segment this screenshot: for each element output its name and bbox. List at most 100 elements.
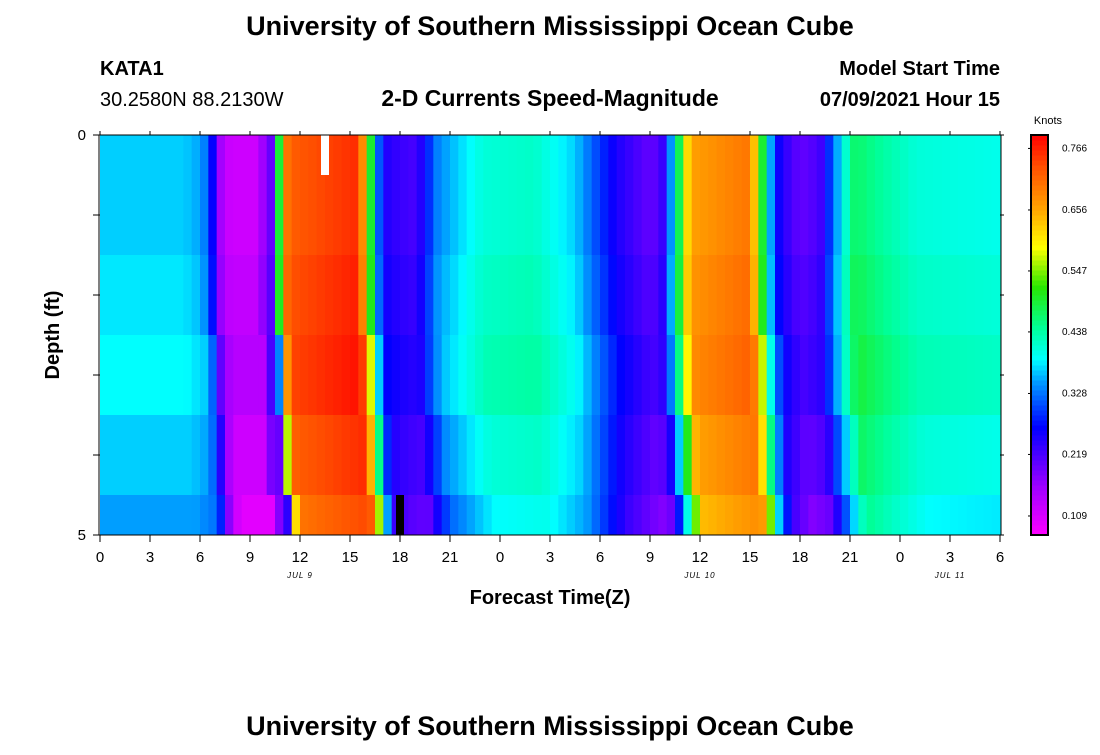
heatmap-cell xyxy=(291,255,301,336)
heatmap-cell xyxy=(858,175,868,256)
colorbar-segment xyxy=(1031,495,1048,501)
heatmap-cell xyxy=(358,135,368,176)
heatmap-cell xyxy=(533,335,543,416)
heatmap-cell xyxy=(700,135,709,176)
heatmap-cell xyxy=(508,175,518,256)
heatmap-cell xyxy=(116,495,126,536)
heatmap-cell xyxy=(200,135,209,176)
heatmap-cell xyxy=(958,175,968,256)
colorbar-segment xyxy=(1031,225,1048,231)
heatmap-cell xyxy=(600,415,609,496)
heatmap-cell xyxy=(391,255,401,336)
heatmap-cell xyxy=(791,415,801,496)
heatmap-cell xyxy=(741,335,751,416)
heatmap-cell xyxy=(733,495,743,536)
heatmap-cell xyxy=(891,495,901,536)
heatmap-cell xyxy=(358,175,368,256)
colorbar-segment xyxy=(1031,260,1048,266)
chart-title: 2-D Currents Speed-Magnitude xyxy=(381,85,718,111)
colorbar-segment xyxy=(1031,275,1048,281)
colorbar-segment xyxy=(1031,230,1048,236)
heatmap-cell xyxy=(808,335,818,416)
heatmap-cell xyxy=(450,135,459,176)
heatmap-cell xyxy=(300,415,309,496)
heatmap-cell xyxy=(475,175,484,256)
heatmap-cell xyxy=(166,335,176,416)
heatmap-cell xyxy=(500,335,509,416)
colorbar-segment xyxy=(1031,270,1048,276)
heatmap-cell xyxy=(308,335,318,416)
heatmap-cell xyxy=(825,495,834,536)
heatmap-cell xyxy=(950,495,959,536)
colorbar-tick-label: 0.547 xyxy=(1062,266,1087,277)
heatmap-cell xyxy=(991,495,1001,536)
heatmap-cell xyxy=(625,495,634,536)
heatmap-cell xyxy=(316,175,326,256)
colorbar-tick-label: 0.328 xyxy=(1062,388,1087,399)
heatmap-cell xyxy=(950,175,959,256)
heatmap-cell xyxy=(966,495,976,536)
x-tick-label: 0 xyxy=(96,549,104,566)
heatmap-cell xyxy=(483,135,493,176)
heatmap-cell xyxy=(341,415,351,496)
heatmap-cell xyxy=(891,255,901,336)
heatmap-cell xyxy=(925,335,934,416)
x-tick-label: 3 xyxy=(546,549,554,566)
heatmap-cell xyxy=(516,135,526,176)
heatmap-cell xyxy=(233,135,243,176)
heatmap-cell xyxy=(350,135,359,176)
heatmap-cell xyxy=(866,415,876,496)
heatmap-cell xyxy=(908,135,918,176)
heatmap-cell xyxy=(466,335,476,416)
heatmap-cell xyxy=(358,255,368,336)
colorbar-segment xyxy=(1031,320,1048,326)
heatmap-cell xyxy=(850,415,859,496)
heatmap-cell xyxy=(758,415,768,496)
heatmap-cell xyxy=(441,335,451,416)
heatmap-cell xyxy=(658,335,668,416)
heatmap-cell xyxy=(391,335,401,416)
colorbar-segment xyxy=(1031,390,1048,396)
heatmap-cell xyxy=(991,255,1001,336)
heatmap-cell xyxy=(633,175,643,256)
heatmap-cell xyxy=(916,135,926,176)
heatmap-cell xyxy=(175,175,184,256)
heatmap-cell xyxy=(908,415,918,496)
heatmap-cell xyxy=(258,335,268,416)
colorbar-segment xyxy=(1031,395,1048,401)
heatmap-cell xyxy=(966,135,976,176)
heatmap-cell xyxy=(366,255,376,336)
x-tick-label: 18 xyxy=(392,549,409,566)
station-id: KATA1 xyxy=(100,58,164,80)
x-tick-label: 3 xyxy=(946,549,954,566)
heatmap-cell xyxy=(916,495,926,536)
colorbar-segment xyxy=(1031,215,1048,221)
heatmap-cell xyxy=(508,495,518,536)
heatmap-cell xyxy=(166,255,176,336)
heatmap-cell xyxy=(958,335,968,416)
heatmap-cell xyxy=(166,135,176,176)
colorbar-tick-label: 0.766 xyxy=(1062,143,1087,154)
heatmap-cell xyxy=(575,415,584,496)
heatmap-cell xyxy=(775,175,784,256)
colorbar-segment xyxy=(1031,235,1048,241)
colorbar-segment xyxy=(1031,170,1048,176)
heatmap-cell xyxy=(408,175,418,256)
heatmap-cell xyxy=(391,415,401,496)
heatmap-marker xyxy=(321,135,329,175)
heatmap-cell xyxy=(275,335,284,416)
heatmap-cell xyxy=(283,255,293,336)
heatmap-cell xyxy=(550,255,559,336)
heatmap-cell xyxy=(691,255,701,336)
heatmap-cell xyxy=(650,495,659,536)
heatmap-cell xyxy=(666,495,676,536)
heatmap-cell xyxy=(308,415,318,496)
heatmap-cell xyxy=(966,415,976,496)
colorbar-segment xyxy=(1031,180,1048,186)
heatmap-cell xyxy=(983,175,993,256)
colorbar-segment xyxy=(1031,415,1048,421)
heatmap-cell xyxy=(666,255,676,336)
heatmap-cell xyxy=(408,335,418,416)
heatmap-cell xyxy=(491,135,501,176)
